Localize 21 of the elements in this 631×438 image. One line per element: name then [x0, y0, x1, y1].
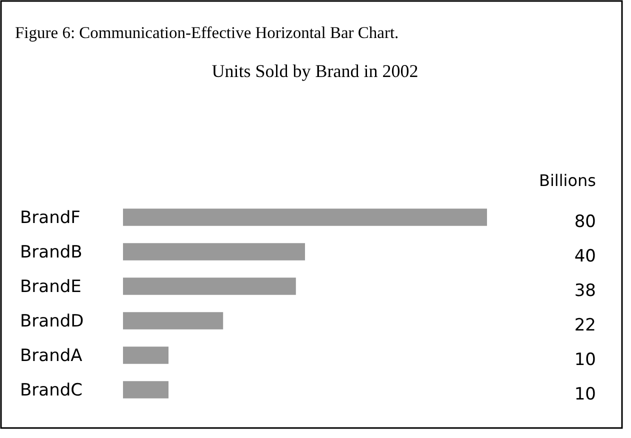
y-tick-label: BrandB — [20, 242, 82, 263]
y-tick-label: BrandA — [20, 346, 83, 366]
caption: Figure 6: Communication-Effective Horizontal Bar Chart. — [15, 23, 399, 42]
y-tick-label: BrandD — [20, 312, 84, 332]
data-label: 40 — [574, 246, 596, 267]
y-tick-label: BrandC — [20, 380, 83, 401]
y-tick-label: BrandE — [20, 277, 82, 298]
data-label: 10 — [574, 384, 596, 405]
data-label: 22 — [574, 316, 596, 336]
bar — [123, 381, 168, 398]
bar — [123, 208, 487, 226]
text: Billions — [538, 171, 596, 190]
bar — [123, 278, 296, 295]
bar — [123, 346, 168, 364]
bar — [123, 312, 224, 330]
bar — [123, 243, 305, 260]
y-tick-label: BrandF — [20, 208, 80, 228]
data-label: 38 — [574, 281, 596, 302]
data-label: 10 — [574, 350, 596, 370]
data-label: 80 — [574, 212, 596, 232]
chart-title: Units Sold by Brand in 2002 — [212, 61, 418, 81]
